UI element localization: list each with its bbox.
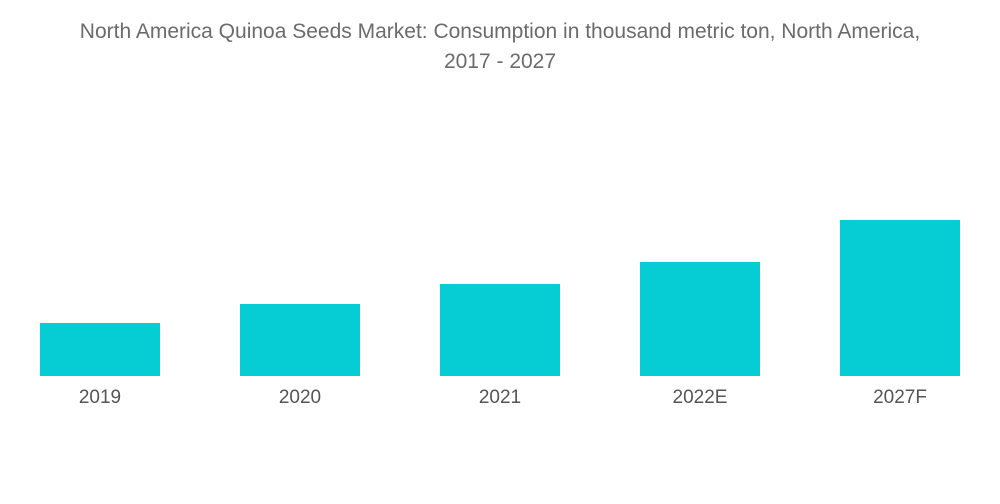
bar-group-2022E: 2022E	[600, 77, 800, 408]
bar-group-2019: 2019	[0, 77, 200, 408]
x-axis-label-2021: 2021	[478, 387, 522, 408]
x-axis-label-2027F: 2027F	[873, 387, 927, 408]
bar-2027F[interactable]	[840, 220, 960, 376]
bar-2019[interactable]	[40, 323, 160, 376]
x-axis-label-2020: 2020	[278, 387, 322, 408]
x-axis-label-2022E: 2022E	[672, 387, 728, 408]
chart-title: North America Quinoa Seeds Market: Consu…	[0, 0, 1000, 77]
chart-title-line2: 2017 - 2027	[443, 50, 557, 73]
bar-group-2027F: 2027F	[800, 77, 1000, 408]
x-axis-label-2019: 2019	[78, 387, 122, 408]
chart-title-line1: North America Quinoa Seeds Market: Consu…	[79, 20, 921, 43]
bar-2022E[interactable]	[640, 262, 760, 376]
bar-group-2020: 2020	[200, 77, 400, 408]
bar-group-2021: 2021	[400, 77, 600, 408]
plot-area: 2019 2020 2021 2022E 2027F	[0, 77, 1000, 408]
bar-2020[interactable]	[240, 304, 360, 376]
bar-2021[interactable]	[440, 284, 560, 376]
